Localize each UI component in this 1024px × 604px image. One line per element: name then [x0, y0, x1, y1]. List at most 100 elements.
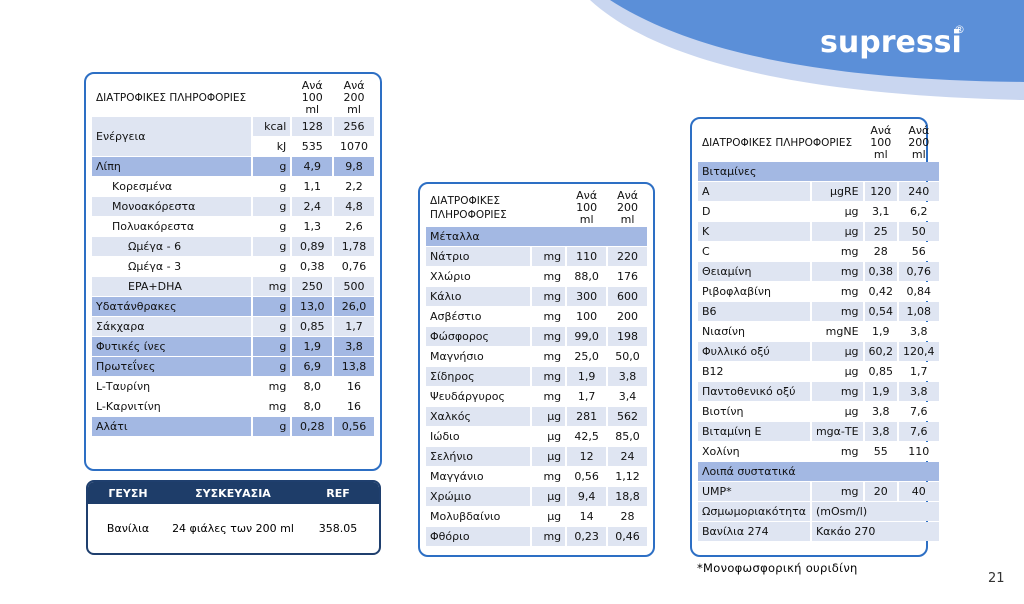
row-label: Φυλλικό οξύ	[698, 342, 810, 361]
row-label: Νιασίνη	[698, 322, 810, 341]
row-value: 50	[899, 222, 939, 241]
row-label: Κορεσμένα	[92, 177, 251, 196]
row-value: 120	[864, 182, 898, 201]
row-value: 0,76	[899, 262, 939, 281]
row-label: Λίπη	[92, 157, 251, 176]
row-value: 1,9	[864, 322, 898, 341]
row-unit: μg	[811, 402, 863, 421]
row-value: 2,2	[334, 177, 374, 196]
row-value: 1,9	[292, 337, 333, 356]
row-value: 3,1	[864, 202, 898, 221]
row-unit: mgα-TE	[811, 422, 863, 441]
section-row: Μέταλλα	[426, 227, 647, 246]
product-column: ΓΕΥΣΗ	[108, 486, 148, 500]
row-label: D	[698, 202, 810, 221]
row-unit: μg	[811, 342, 863, 361]
row-unit: Κακάο 270	[811, 522, 939, 541]
row-value: 3,4	[608, 387, 647, 406]
row-label: K	[698, 222, 810, 241]
row-label: Μαγνήσιο	[426, 347, 531, 366]
row-label: B12	[698, 362, 810, 381]
row-label: Κάλιο	[426, 287, 531, 306]
row: Φυλλικό οξύ μg 60,2 120,4	[698, 342, 939, 361]
row-value: 0,89	[292, 237, 333, 256]
nutrition-table: ΔΙΑΤΡΟΦΙΚΕΣ ΠΛΗΡΟΦΟΡΙΕΣ Ανά 100 ml Ανά 200…	[84, 72, 382, 471]
row-unit: μg	[811, 202, 863, 221]
row-label: Παντοθενικό οξύ	[698, 382, 810, 401]
row-value: 2,4	[292, 197, 333, 216]
row-label: Υδατάνθρακες	[92, 297, 251, 316]
row-value: 56	[899, 242, 939, 261]
row: Ασβέστιο mg 100 200	[426, 307, 647, 326]
product-cell: Βανίλια	[106, 521, 150, 535]
row: EPA+DHA mg 250 500	[92, 277, 374, 296]
row-unit: g	[252, 157, 291, 176]
row-value: 8,0	[292, 397, 333, 416]
section-label: Λοιπά συστατικά	[698, 462, 939, 481]
row-label: Φθόριο	[426, 527, 531, 546]
row-unit: μgRE	[811, 182, 863, 201]
row-unit: μg	[532, 447, 566, 466]
row-value: 0,56	[567, 467, 607, 486]
row-label: Μονοακόρεστα	[92, 197, 251, 216]
row-value: 281	[567, 407, 607, 426]
row-value: 0,46	[608, 527, 647, 546]
row-label: Αλάτι	[92, 417, 251, 436]
section-label: Βιταμίνες	[698, 162, 939, 181]
row-label: L-Καρνιτίνη	[92, 397, 251, 416]
row-value: 110	[899, 442, 939, 461]
row-unit: g	[252, 197, 291, 216]
row-label: Χρώμιο	[426, 487, 531, 506]
row: L-Καρνιτίνη mg 8,0 16	[92, 397, 374, 416]
row-unit: g	[252, 177, 291, 196]
row: Μαγνήσιο mg 25,0 50,0	[426, 347, 647, 366]
row-value: 300	[567, 287, 607, 306]
row-unit: mg	[532, 267, 566, 286]
row-value: 7,6	[899, 422, 939, 441]
row-unit: mg	[532, 327, 566, 346]
row-unit: mg	[252, 277, 291, 296]
row-value: 4,9	[292, 157, 333, 176]
row-value: 20	[864, 482, 898, 501]
row-label: Ιώδιο	[426, 427, 531, 446]
row: Ωμέγα - 3 g 0,38 0,76	[92, 257, 374, 276]
row: Νιασίνη mgNE 1,9 3,8	[698, 322, 939, 341]
row-label: Ωσμωμοριακότητα	[698, 502, 810, 521]
section-row: Βιταμίνες	[698, 162, 939, 181]
row: Χρώμιο μg 9,4 18,8	[426, 487, 647, 506]
row-label: Σάκχαρα	[92, 317, 251, 336]
row-unit: mg	[811, 262, 863, 281]
row-value: 562	[608, 407, 647, 426]
row: Μολυβδαίνιο μg 14 28	[426, 507, 647, 526]
row-label: Φυτικές ίνες	[92, 337, 251, 356]
row-label: Ωμέγα - 3	[92, 257, 251, 276]
table: ΔΙΑΤΡΟΦΙΚΕΣ ΠΛΗΡΟΦΟΡΙΕΣ Ανά 100 ml Ανά 200…	[90, 79, 376, 437]
row-unit: g	[252, 217, 291, 236]
product-row: Βανίλια 24 φιάλες των 200 ml 358.05	[88, 504, 379, 552]
header-col: Ανά 100 ml	[576, 189, 598, 226]
row: Ιώδιο μg 42,5 85,0	[426, 427, 647, 446]
header-row: ΔΙΑΤΡΟΦΙΚΕΣ ΠΛΗΡΟΦΟΡΙΕΣ Ανά 100 ml Ανά 200…	[698, 125, 939, 161]
row-value: 28	[608, 507, 647, 526]
row-value: 3,8	[608, 367, 647, 386]
header-decoration: supressi ®	[590, 0, 1024, 100]
row: kJ 535 1070	[92, 137, 374, 156]
row-label: Σελήνιο	[426, 447, 531, 466]
row-value: 3,8	[334, 337, 374, 356]
row-value: 0,28	[292, 417, 333, 436]
row-unit: μg	[532, 507, 566, 526]
row: Κορεσμένα g 1,1 2,2	[92, 177, 374, 196]
row-value: 3,8	[864, 402, 898, 421]
row-value: 220	[608, 247, 647, 266]
row-unit: mg	[252, 397, 291, 416]
row-value: 60,2	[864, 342, 898, 361]
row: Νάτριο mg 110 220	[426, 247, 647, 266]
row-unit: mg	[252, 377, 291, 396]
row-value: 9,8	[334, 157, 374, 176]
row: B12 μg 0,85 1,7	[698, 362, 939, 381]
row-value: 256	[334, 117, 374, 136]
table: ΔΙΑΤΡΟΦΙΚΕΣ ΠΛΗΡΟΦΟΡΙΕΣ Ανά 100 ml Ανά 200…	[696, 124, 941, 542]
row: Βιοτίνη μg 3,8 7,6	[698, 402, 939, 421]
row-label: Ενέργεια	[92, 117, 251, 156]
